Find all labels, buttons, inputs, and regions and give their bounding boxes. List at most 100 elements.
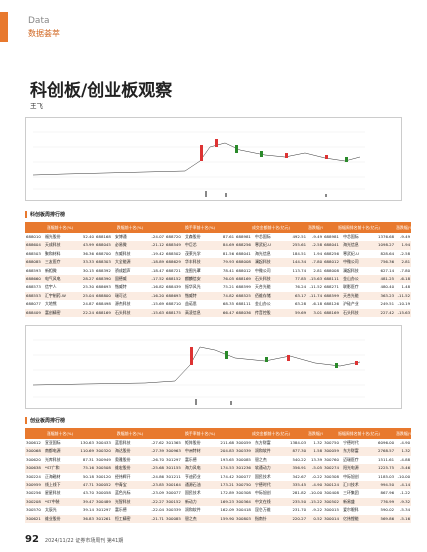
cell: 159.90 [217,514,236,524]
table-row: 300638 *ST广和 75.16 300508 维宏股份 -25.68 301155 海力… [25,464,412,473]
cell: -24.86 [151,473,165,479]
cell: 688390 [95,275,115,284]
cell: 300256 [26,490,41,496]
cell: 174.53 [217,464,236,473]
chart-image [25,325,402,409]
cell: 天合光能 [255,284,271,290]
cell: -15.69 [151,301,165,307]
cell: 大地熊 [45,301,57,307]
cell: 75.21 [222,284,235,290]
cell: 688169 [235,275,255,284]
cell: 220.27 [287,514,308,524]
cell: 172.89 [220,490,235,496]
cell: 华丰科技 [184,258,218,267]
cell: 22.24 [77,308,96,318]
cell: -21.71 [147,514,166,524]
cell: 255.61 [287,241,308,250]
cell: 688981 [236,234,251,239]
cell: 天成科技 [44,241,77,250]
cell: 87.61 [222,234,235,239]
cell: 海光信息 [255,250,271,256]
cell: 2.81 [395,258,412,267]
cell: -27.39 [147,447,166,456]
cell: -22.27 [147,497,166,507]
cell: -5.16 [395,514,412,524]
cell: -18.89 [147,258,166,267]
cell: 173.21 [217,481,236,490]
cell: 79.93 [217,258,236,267]
footer-issue: 证券市场周刊 第41期 [75,538,124,544]
cell: 东方财富 [342,447,376,456]
cell: 627.14 [380,267,395,273]
cell: 指南针 [254,514,288,524]
cell: 162.09 [220,507,235,513]
cell: 877.30 [287,447,308,456]
ranking-table: 涨幅前十名(%) 跌幅前十名(%) 换手率前十名(%) 成交金额前十名(亿元) 涨跌幅(… [25,428,412,524]
cell: 994.50 [375,481,396,490]
cell: 688256 [235,241,255,250]
cell: 中微公司 [255,267,271,273]
cell: 东威科技 [115,250,131,256]
cell: 1.58 [307,447,324,456]
cell: 52.40 [82,234,95,239]
cell: 1225.75 [375,464,396,473]
cell: 300059 [236,440,251,445]
cell: 大全能源 [114,258,148,267]
cell: -15.63 [147,308,166,318]
accent-bar [0,12,8,42]
cell: 维宏股份 [114,464,148,473]
cell: 235.50 [287,497,308,507]
cell: 中微公司 [342,258,376,267]
cell: 汇宇制药-W [44,291,77,301]
cell: 富乐德 [185,456,197,462]
cell: 30.15 [82,267,95,273]
cell: 亨迪药业 [185,473,201,479]
cell: 169.23 [217,497,236,507]
cell: -16.82 [151,284,165,290]
footer: 92 2024/11/22 证券市场周刊 第41期 [25,534,123,545]
cell: 软通动力 [254,464,288,473]
cell: 振华风光 [185,284,201,290]
cell: 300152 [165,497,185,507]
cell: 300085 [236,456,251,462]
cell: 66.47 [217,308,236,318]
cell: -19.42 [151,250,165,256]
cell: 688036 [235,308,255,318]
cell: 301365 [166,440,181,445]
cell: 867.96 [380,490,395,496]
cell: 688503 [26,250,41,256]
column-header: 振幅周排名前十名(亿元) [323,222,396,233]
cell: 301297 [96,507,111,513]
cell: 342.67 [292,473,307,479]
cell: 481.25 [375,275,396,284]
cell: 300077 [236,473,251,479]
cell: 海达股份 [114,447,148,456]
cell: 银之杰 [255,456,267,462]
cell: 47.71 [77,481,96,490]
cell: 益诺思 [185,301,197,307]
table-row: 300256 星星科技 43.70 300058 蓝色光标 -23.09 300077 国民技… [25,489,411,497]
cell: 太辰光 [45,507,57,513]
cell: 77.85 [287,275,308,284]
cell: 300058 [96,490,111,496]
cell: 688175 [165,308,185,318]
cell: 茂莱光学 [185,250,201,256]
cell: 688077 [26,301,41,307]
cell: 中青宝 [114,481,148,490]
cell: 300320 [95,447,115,456]
cell: 6096.00 [378,440,395,445]
header-en: Data [28,16,50,26]
cell: 688392 [96,267,111,273]
cell: 中芯国际 [343,234,359,239]
cell: 中巨芯 [184,241,218,250]
cell: 688710 [166,301,181,307]
cell: 宣亚国际 [45,440,61,445]
cell: 300308 [324,473,339,479]
cell: 363.23 [375,291,396,301]
cell: 25.04 [77,291,96,301]
cell: 奥雅股份 [115,456,131,462]
cell: -15.22 [307,497,324,507]
cell: -9.49 [312,234,323,239]
change-header: 涨跌幅(%) [307,222,324,233]
cell: 中际旭创 [255,490,271,496]
